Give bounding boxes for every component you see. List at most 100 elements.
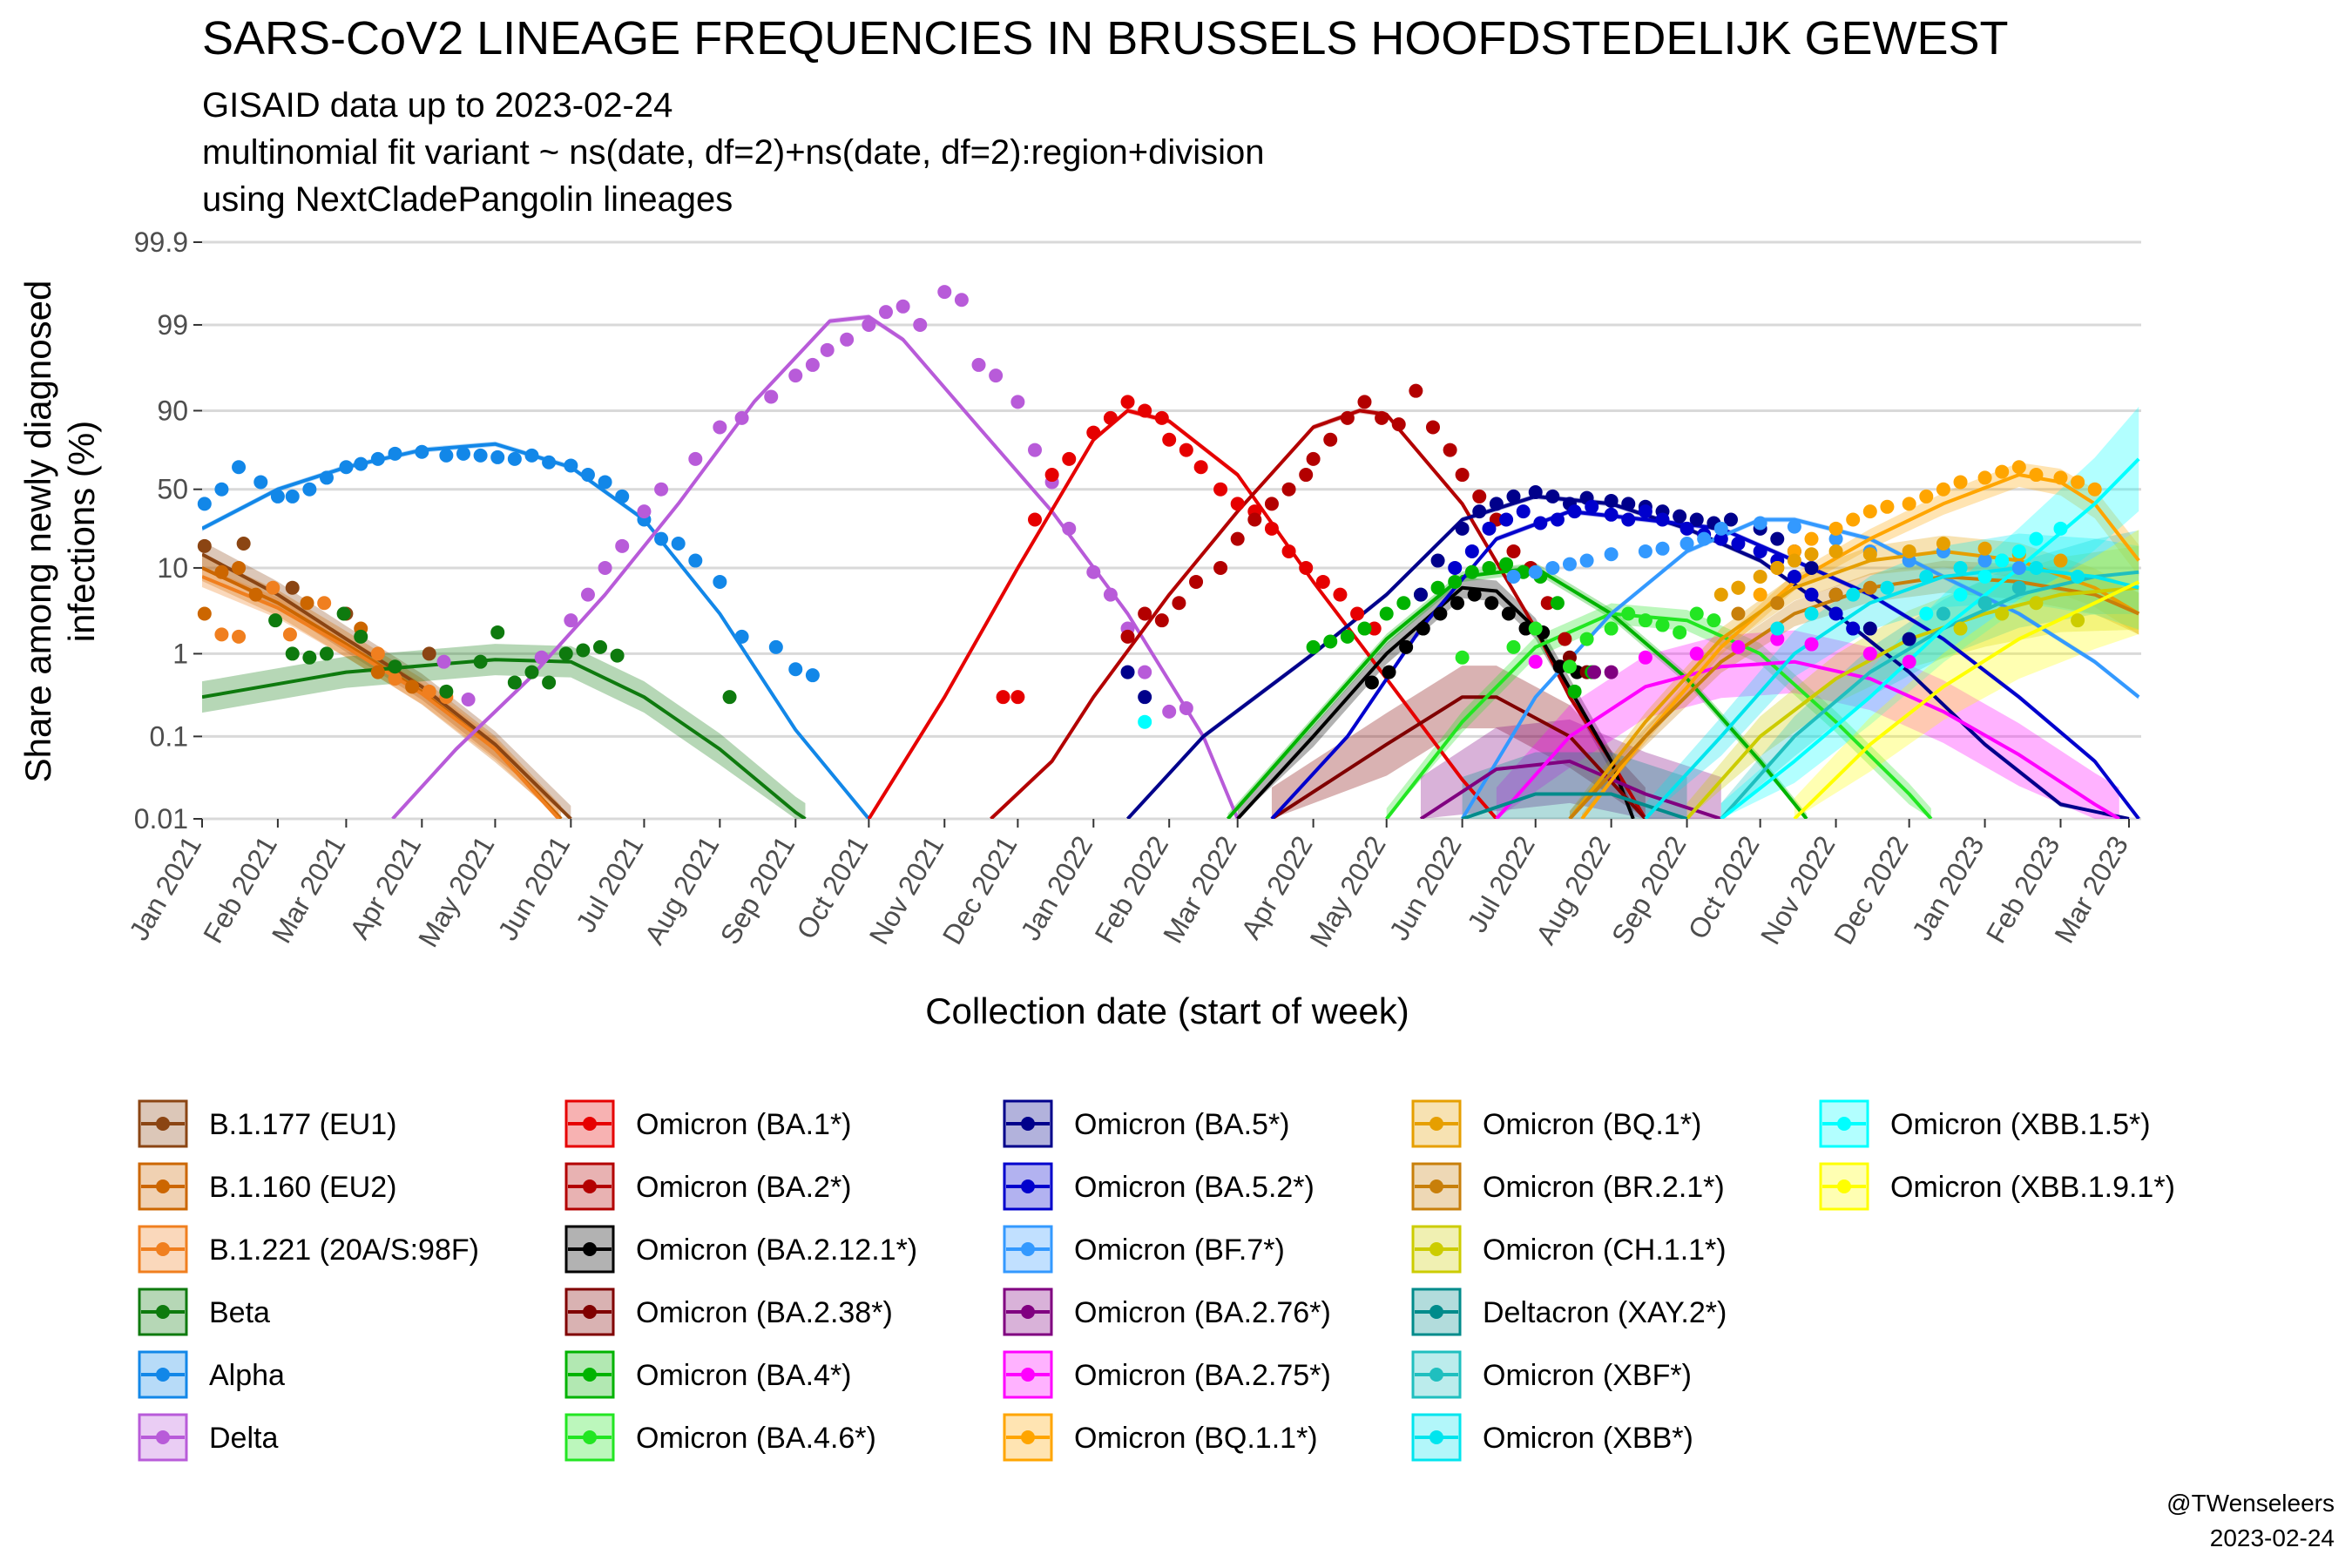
caption-date: 2023-02-24 bbox=[2210, 1524, 2335, 1551]
data-point bbox=[1264, 497, 1279, 511]
y-tick-label: 0.01 bbox=[134, 803, 188, 835]
data-point bbox=[1138, 403, 1152, 418]
data-point bbox=[1846, 587, 1861, 602]
data-point bbox=[1425, 420, 1440, 435]
data-point bbox=[354, 629, 368, 644]
data-point bbox=[1086, 564, 1101, 579]
x-tick-label: Sep 2021 bbox=[714, 830, 801, 950]
data-point bbox=[1433, 606, 1448, 621]
data-point bbox=[1484, 596, 1499, 611]
data-point bbox=[768, 639, 783, 654]
legend-item: Delta bbox=[138, 1413, 278, 1462]
data-point bbox=[1604, 507, 1619, 522]
data-point bbox=[688, 553, 703, 568]
data-point bbox=[388, 659, 402, 674]
data-point bbox=[253, 475, 268, 490]
data-point bbox=[415, 444, 429, 459]
y-tick-label: 99 bbox=[157, 309, 188, 341]
data-point bbox=[1862, 580, 1877, 595]
data-point bbox=[214, 482, 229, 497]
data-point bbox=[490, 449, 505, 464]
data-point bbox=[1357, 395, 1372, 409]
data-point bbox=[1804, 606, 1819, 621]
data-point bbox=[820, 342, 835, 357]
data-point bbox=[436, 654, 451, 669]
data-point bbox=[1731, 536, 1746, 551]
data-point bbox=[490, 625, 505, 639]
data-point bbox=[1086, 425, 1101, 440]
legend-label: Omicron (BR.2.1*) bbox=[1483, 1171, 1725, 1204]
confidence-band bbox=[1686, 545, 2139, 819]
data-point bbox=[1562, 659, 1577, 674]
legend-dot bbox=[1021, 1242, 1035, 1256]
legend-dot bbox=[583, 1430, 597, 1444]
legend-label: Deltacron (XAY.2*) bbox=[1483, 1296, 1727, 1329]
data-point bbox=[1697, 531, 1712, 546]
data-point bbox=[1516, 504, 1531, 519]
data-point bbox=[1120, 629, 1135, 644]
data-point bbox=[302, 650, 317, 665]
data-point bbox=[1518, 621, 1533, 636]
data-point bbox=[1919, 606, 1934, 621]
data-point bbox=[1880, 580, 1895, 595]
data-point bbox=[1103, 410, 1118, 425]
x-tick-label: Jul 2021 bbox=[570, 831, 650, 938]
data-point bbox=[1604, 547, 1619, 562]
data-point bbox=[524, 665, 539, 679]
data-point bbox=[1264, 521, 1279, 536]
legend-dot bbox=[583, 1179, 597, 1193]
y-tick-label: 0.1 bbox=[150, 720, 188, 752]
legend-dot bbox=[156, 1305, 170, 1319]
data-point bbox=[1528, 564, 1543, 579]
legend-item: Omicron (BA.5.2*) bbox=[1003, 1162, 1315, 1211]
data-point bbox=[1977, 553, 1992, 568]
data-point bbox=[268, 613, 283, 628]
x-tick-label: Dec 2021 bbox=[936, 831, 1024, 950]
data-point bbox=[1545, 560, 1560, 575]
data-point bbox=[1213, 560, 1228, 575]
legend-label: Omicron (BA.5*) bbox=[1074, 1108, 1290, 1141]
data-point bbox=[1028, 443, 1043, 457]
data-point bbox=[637, 504, 652, 519]
data-point bbox=[232, 629, 247, 644]
legend-label: Omicron (BA.2*) bbox=[636, 1171, 852, 1204]
data-point bbox=[1902, 544, 1916, 558]
data-point bbox=[354, 456, 368, 471]
data-point bbox=[1499, 512, 1514, 527]
chart-subtitle-2: multinomial fit variant ~ ns(date, df=2)… bbox=[202, 133, 1265, 172]
data-point bbox=[1828, 606, 1843, 621]
data-point bbox=[1409, 383, 1423, 398]
legend-dot bbox=[1021, 1430, 1035, 1444]
legend-item: Omicron (BF.7*) bbox=[1003, 1225, 1285, 1274]
data-point bbox=[1862, 646, 1877, 661]
data-point bbox=[1138, 665, 1152, 679]
data-point bbox=[1621, 606, 1636, 621]
legend-dot bbox=[1837, 1179, 1851, 1193]
data-point bbox=[1770, 621, 1785, 636]
data-point bbox=[654, 482, 669, 497]
legend-item: Omicron (BA.4*) bbox=[564, 1350, 852, 1399]
data-point bbox=[422, 684, 436, 699]
legend-label: Omicron (BF.7*) bbox=[1074, 1233, 1285, 1267]
legend-label: B.1.221 (20A/S:98F) bbox=[209, 1233, 479, 1267]
data-point bbox=[1804, 560, 1819, 575]
x-tick-label: Jan 2023 bbox=[1906, 831, 1990, 946]
data-point bbox=[2029, 468, 2044, 483]
data-point bbox=[1862, 621, 1877, 636]
data-point bbox=[370, 665, 385, 679]
data-point bbox=[592, 639, 607, 654]
fit-line bbox=[1720, 457, 2140, 819]
legend-dot bbox=[156, 1117, 170, 1131]
y-tick-label: 90 bbox=[157, 395, 188, 426]
legend-item: Omicron (XBF*) bbox=[1411, 1350, 1692, 1399]
legend-item: Omicron (BQ.1.1*) bbox=[1003, 1413, 1318, 1462]
data-point bbox=[1846, 512, 1861, 527]
data-point bbox=[1977, 596, 1992, 611]
data-point bbox=[285, 489, 300, 504]
data-point bbox=[1902, 497, 1916, 511]
legend-label: Omicron (XBB.1.9.1*) bbox=[1890, 1171, 2175, 1204]
data-point bbox=[1430, 553, 1445, 568]
data-point bbox=[564, 458, 578, 473]
data-point bbox=[2053, 470, 2068, 485]
